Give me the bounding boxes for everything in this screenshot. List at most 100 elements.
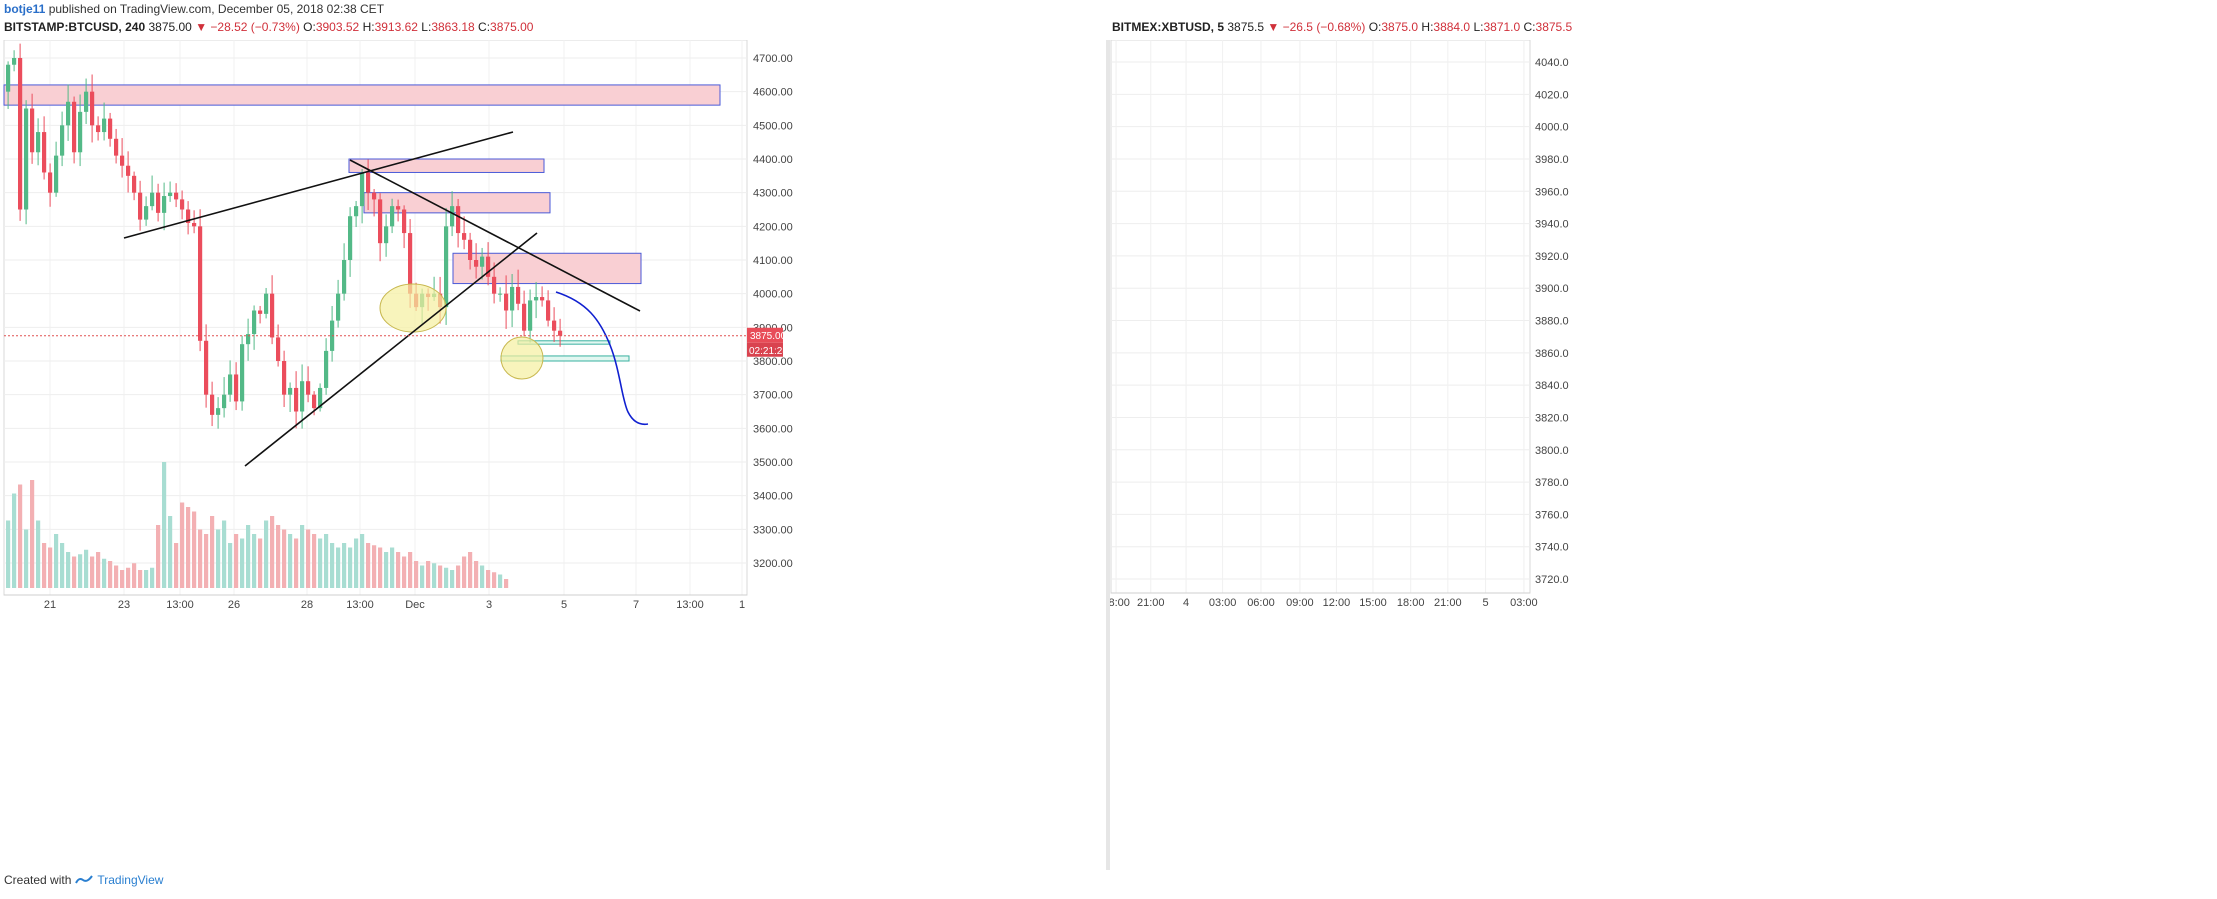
left-volume-bar <box>330 543 335 588</box>
left-volume-bar <box>96 552 101 588</box>
left-y-tick-label: 4000.00 <box>753 289 793 301</box>
left-candle-body <box>24 108 29 210</box>
left-candle-body <box>492 276 497 294</box>
left-candle-body <box>486 256 491 277</box>
left-volume-bar <box>270 516 275 588</box>
left-volume-bar <box>498 574 503 588</box>
left-candle-body <box>96 125 101 133</box>
left-volume-bar <box>144 570 149 588</box>
right-y-tick-label: 3780.0 <box>1535 477 1569 489</box>
left-candle-body <box>174 192 179 200</box>
left-open: 3903.52 <box>315 20 360 34</box>
left-volume-bar <box>84 549 89 588</box>
left-candle-body <box>126 165 131 176</box>
left-volume-bar <box>120 570 125 588</box>
left-candle-body <box>78 111 83 153</box>
left-volume-bar <box>216 529 221 588</box>
left-x-tick-label: 26 <box>228 599 240 611</box>
left-candle-body <box>546 300 551 321</box>
left-volume-bar <box>288 534 293 588</box>
left-candle-body <box>258 310 263 314</box>
left-zone-0 <box>3 84 721 106</box>
left-volume-bar <box>174 543 179 588</box>
right-symbol-bar: BITMEX:XBTUSD, 5 3875.5 ▼ −26.5 (−0.68%)… <box>1112 20 1572 34</box>
left-y-tick-label: 3200.00 <box>753 558 793 570</box>
left-volume-bar <box>480 565 485 588</box>
left-volume-bar <box>108 561 113 588</box>
left-volume-bar <box>504 579 509 588</box>
left-volume-bar <box>414 561 419 588</box>
left-volume-bar <box>378 547 383 588</box>
left-candle-body <box>180 199 185 210</box>
right-y-tick-label: 3960.0 <box>1535 186 1569 198</box>
right-x-tick-label: 21:00 <box>1137 597 1165 609</box>
left-candle-body <box>42 132 47 173</box>
left-price-chart[interactable]: 3200.00 3300.00 3400.00 3500.00 3600.00 3700.… <box>2 40 1106 866</box>
right-price: 3875.5 <box>1227 20 1265 34</box>
left-volume-bar <box>138 570 143 588</box>
left-last-price-badge <box>747 327 783 343</box>
left-volume-bar <box>450 570 455 588</box>
left-volume-bar <box>432 563 437 588</box>
left-volume-bar <box>276 525 281 588</box>
left-candle-body <box>264 293 269 314</box>
left-candle-body <box>30 108 35 153</box>
left-y-tick-label: 3400.00 <box>753 491 793 503</box>
left-candle-body <box>312 394 317 409</box>
left-volume-bar <box>90 556 95 588</box>
tradingview-brand-link[interactable]: TradingView <box>97 873 164 887</box>
left-l-label: L: <box>421 20 432 34</box>
right-price-chart[interactable]: 3720.0 3740.0 3760.0 3780.0 3800.0 3820.0 3840… <box>1110 40 2215 866</box>
left-candle-body <box>516 286 521 304</box>
left-volume-bar <box>348 547 353 588</box>
left-volume-bar <box>180 502 185 588</box>
left-volume-bar <box>264 520 269 588</box>
left-candle-body <box>192 222 197 227</box>
right-y-tick-label: 4000.0 <box>1535 122 1569 134</box>
right-x-tick-label: 21:00 <box>1434 597 1462 609</box>
left-zone-1 <box>348 158 545 173</box>
left-candle-body <box>252 310 257 335</box>
left-timer-label: 02:21:28 <box>749 346 788 357</box>
left-candle-body <box>336 293 341 321</box>
left-candle-body <box>348 216 353 260</box>
left-candle-body <box>84 91 89 112</box>
left-candle-body <box>444 226 449 308</box>
left-volume-bar <box>462 556 467 588</box>
author-link[interactable]: botje11 <box>4 2 46 16</box>
left-volume-bar <box>366 543 371 588</box>
left-x-tick-label: 13:00 <box>166 599 194 611</box>
left-candle-body <box>294 387 299 412</box>
left-volume-bar <box>354 538 359 588</box>
left-volume-bar <box>324 534 329 588</box>
left-volume-bar <box>342 543 347 588</box>
left-candle-body <box>558 330 563 336</box>
left-volume-bar <box>336 547 341 588</box>
left-candle-body <box>324 350 329 388</box>
left-y-tick-label: 3300.00 <box>753 524 793 536</box>
left-candle-body <box>390 206 395 227</box>
left-y-tick-label: 4300.00 <box>753 188 793 200</box>
left-candle-body <box>222 394 227 409</box>
left-volume-bar <box>306 529 311 588</box>
left-ellipse-highlight <box>379 283 447 333</box>
left-candle-body <box>240 344 245 402</box>
left-candle-body <box>132 175 137 193</box>
left-volume-bar <box>210 516 215 588</box>
left-candle-body <box>366 172 371 193</box>
left-volume-bar <box>222 520 227 588</box>
left-volume-bar <box>396 552 401 588</box>
left-volume-bar <box>456 565 461 588</box>
left-candle-body <box>114 138 119 156</box>
left-candle-body <box>144 206 149 220</box>
left-volume-bar <box>486 570 491 588</box>
right-x-tick-label: 4 <box>1183 597 1189 609</box>
left-volume-bar <box>150 567 155 588</box>
right-y-tick-label: 3800.0 <box>1535 445 1569 457</box>
tradingview-logo-icon <box>75 875 94 884</box>
right-x-tick-label: 03:00 <box>1209 597 1237 609</box>
left-change: ▼ −28.52 (−0.73%) <box>195 20 300 34</box>
left-y-tick-label: 4700.00 <box>753 53 793 65</box>
left-c-label: C: <box>478 20 491 34</box>
left-candle-body <box>456 206 461 234</box>
